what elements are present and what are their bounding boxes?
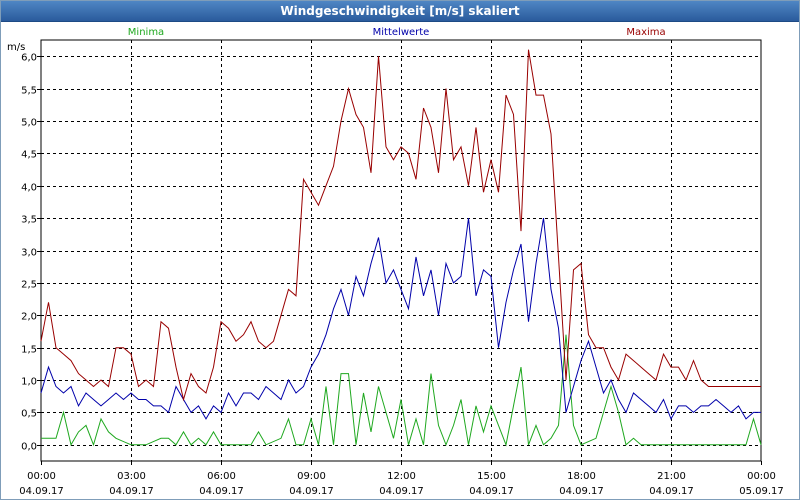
series-line-maxima: [40, 49, 761, 402]
y-tick-label: 1,0: [21, 377, 37, 388]
x-tick-time: 21:00: [657, 471, 686, 482]
x-tick-time: 18:00: [567, 471, 596, 482]
window-title: Windgeschwindigkeit [m/s] skaliert: [1, 1, 799, 22]
y-tick-label: 2,0: [21, 312, 37, 323]
x-tick-time: 06:00: [207, 471, 236, 482]
y-axis-label: m/s: [7, 42, 25, 53]
x-tick-date: 04.09.17: [649, 486, 694, 497]
x-tick-date: 04.09.17: [19, 486, 64, 497]
series-line-minima: [41, 334, 762, 447]
x-tick-time: 15:00: [477, 471, 506, 482]
x-tick-date: 04.09.17: [379, 486, 424, 497]
legend-mittelwerte: Mittelwerte: [373, 27, 430, 38]
x-tick-time: 03:00: [117, 471, 146, 482]
x-tick-time: 09:00: [297, 471, 326, 482]
y-tick-label: 6,0: [21, 53, 37, 64]
series-line-mittelwerte: [40, 218, 761, 421]
y-tick-label: 5,0: [21, 118, 37, 129]
y-tick-label: 0,5: [21, 409, 37, 420]
y-tick-label: 3,5: [21, 215, 37, 226]
y-tick-label: 4,5: [21, 150, 37, 161]
x-tick-date: 04.09.17: [109, 486, 154, 497]
legend-minima: Minima: [128, 27, 164, 38]
x-tick-date: 04.09.17: [469, 486, 514, 497]
y-tick-label: 5,5: [21, 86, 37, 97]
x-tick-time: 00:00: [747, 471, 776, 482]
legend-maxima: Maxima: [626, 27, 665, 38]
x-tick-time: 00:00: [27, 471, 56, 482]
y-tick-label: 3,0: [21, 248, 37, 259]
y-tick-label: 0,0: [21, 442, 37, 453]
y-tick-label: 4,0: [21, 183, 37, 194]
y-tick-label: 1,5: [21, 345, 37, 356]
y-tick-label: 2,5: [21, 280, 37, 291]
x-tick-date: 04.09.17: [559, 486, 604, 497]
x-tick-date: 05.09.17: [739, 486, 784, 497]
x-tick-date: 04.09.17: [289, 486, 334, 497]
x-tick-time: 12:00: [387, 471, 416, 482]
x-tick-date: 04.09.17: [199, 486, 244, 497]
